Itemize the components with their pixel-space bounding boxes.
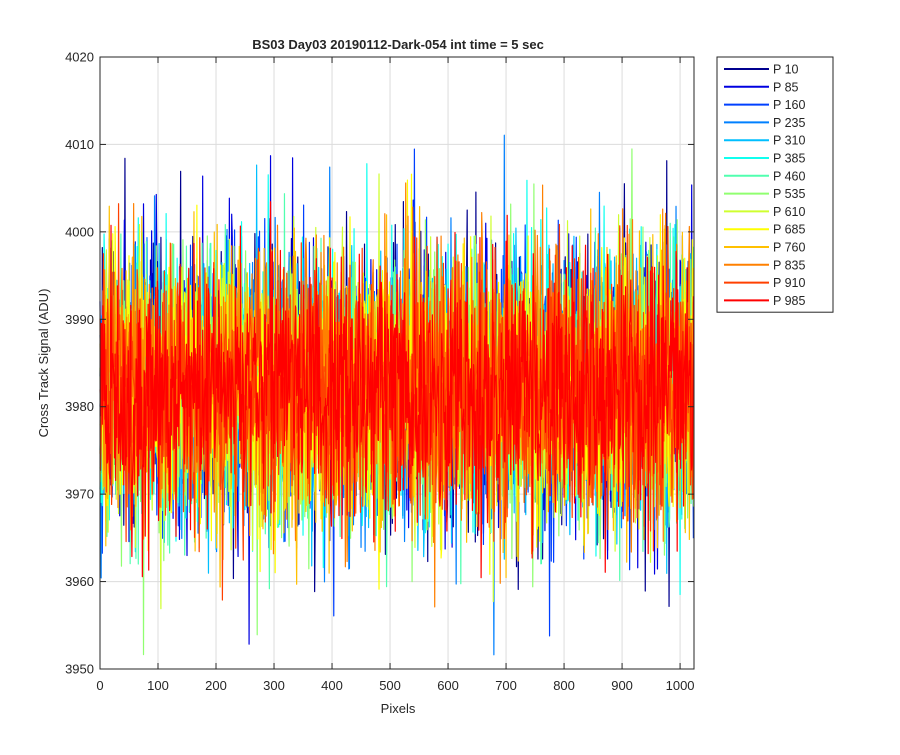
- legend-entry: P 760: [773, 241, 805, 255]
- legend-entry: P 460: [773, 169, 805, 183]
- legend-entry: P 385: [773, 152, 805, 166]
- y-tick-label: 4010: [65, 137, 94, 152]
- x-tick-label: 100: [147, 678, 169, 693]
- plot-lines: [99, 134, 695, 656]
- legend-entry: P 10: [773, 63, 799, 77]
- plot-frame: [99, 56, 695, 670]
- legend-entry: P 85: [773, 80, 799, 94]
- legend-entry: P 685: [773, 223, 805, 237]
- legend-entry: P 985: [773, 294, 805, 308]
- y-tick-label: 4020: [65, 50, 94, 65]
- legend-entry: P 160: [773, 98, 805, 112]
- x-tick-label: 0: [96, 678, 103, 693]
- legend-entry: P 235: [773, 116, 805, 130]
- series-line: [99, 201, 695, 579]
- legend-entry: P 535: [773, 187, 805, 201]
- legend-entry: P 610: [773, 205, 805, 219]
- x-axis-label: Pixels: [381, 701, 416, 716]
- y-tick-label: 3990: [65, 312, 94, 327]
- y-axis-label: Cross Track Signal (ADU): [36, 289, 51, 438]
- y-tick-label: 4000: [65, 224, 94, 239]
- x-tick-label: 200: [205, 678, 227, 693]
- legend-entry: P 835: [773, 258, 805, 272]
- y-tick-label: 3950: [65, 662, 94, 677]
- y-tick-label: 3960: [65, 574, 94, 589]
- x-tick-label: 700: [495, 678, 517, 693]
- x-tick-label: 900: [611, 678, 633, 693]
- x-tick-label: 300: [263, 678, 285, 693]
- x-tick-label: 500: [379, 678, 401, 693]
- x-tick-label: 1000: [666, 678, 695, 693]
- x-tick-label: 400: [321, 678, 343, 693]
- axes: 0 100 200 300 400 500 600 700 800 900 1000 3950 3960…: [65, 50, 694, 694]
- legend-entry: P 310: [773, 134, 805, 148]
- legend: P 10 P 85 P 160 P 235 P 310 P 385 P 460 P 535 P …: [716, 56, 834, 313]
- y-tick-label: 3970: [65, 487, 94, 502]
- chart-title: BS03 Day03 20190112-Dark-054 int time = …: [252, 37, 544, 52]
- x-tick-label: 600: [437, 678, 459, 693]
- legend-box: [716, 56, 834, 313]
- x-tick-label: 800: [553, 678, 575, 693]
- y-tick-label: 3980: [65, 399, 94, 414]
- legend-entry: P 910: [773, 276, 805, 290]
